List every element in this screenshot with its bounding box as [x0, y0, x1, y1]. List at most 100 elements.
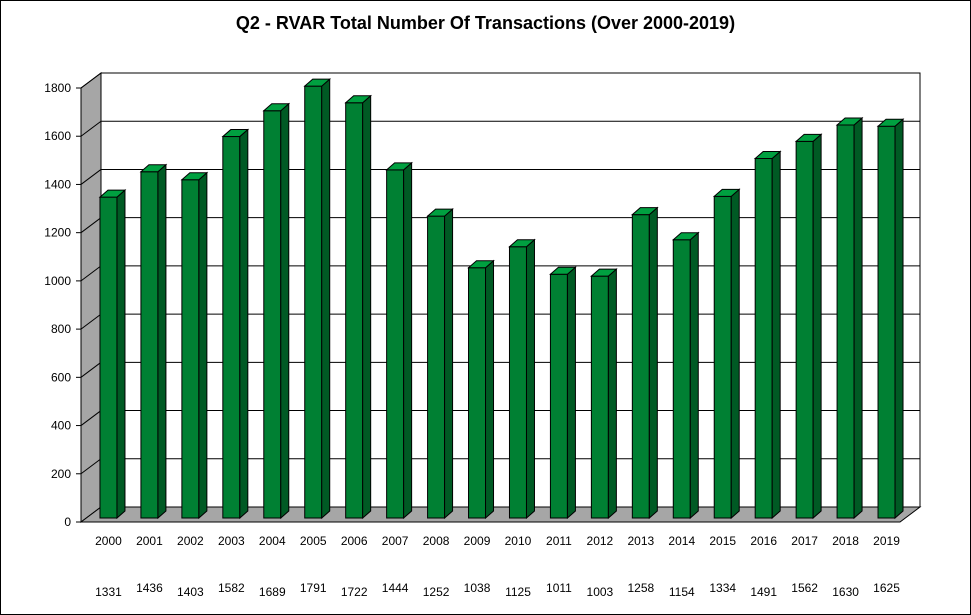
- bar: [98, 188, 127, 520]
- gridline-side: [80, 458, 102, 475]
- value-label: 1689: [259, 585, 286, 599]
- y-axis: 0 200 400 600 800 1000 1200 1400 1600 1800: [44, 81, 82, 529]
- bar-series: [98, 78, 905, 520]
- value-label: 1444: [382, 581, 409, 595]
- bar: [712, 188, 741, 520]
- bar-top: [508, 239, 536, 248]
- gridline-side: [80, 410, 102, 426]
- bar-top: [794, 133, 823, 142]
- bar-front: [836, 124, 855, 519]
- bar-top: [426, 208, 454, 217]
- value-label: 1038: [464, 581, 491, 595]
- bar-side: [321, 78, 331, 520]
- bar: [508, 238, 536, 520]
- bar-side: [566, 266, 576, 520]
- bar-top: [344, 95, 373, 104]
- x-tick-label: 2015: [709, 534, 736, 548]
- bar-top: [753, 151, 782, 160]
- bar-top: [467, 260, 495, 269]
- gridline-side: [80, 361, 102, 378]
- bar: [549, 266, 577, 520]
- bar-top: [876, 118, 905, 127]
- bar: [590, 268, 618, 520]
- bar: [303, 78, 332, 520]
- bar-top: [262, 103, 291, 112]
- bar-side: [157, 163, 167, 520]
- y-tick-label: 1400: [44, 177, 71, 191]
- value-label: 1625: [873, 581, 900, 595]
- x-tick-label: 2013: [627, 534, 654, 548]
- bar-front: [508, 246, 527, 519]
- bar-front: [263, 110, 282, 519]
- value-labels: 1331 1436 1403 1582 1689 1791 1722 1444 1252 1038…: [95, 581, 900, 599]
- y-tick-label: 1600: [44, 129, 71, 143]
- value-label: 1154: [669, 585, 695, 599]
- y-tick-label: 600: [51, 370, 71, 384]
- bar-front: [549, 273, 568, 519]
- bar-front: [386, 169, 405, 519]
- bar-top: [385, 162, 413, 171]
- value-label: 1331: [95, 585, 122, 599]
- bar-front: [713, 195, 732, 519]
- value-label: 1403: [177, 585, 204, 599]
- y-tick-label: 400: [51, 419, 71, 433]
- value-label: 1334: [709, 581, 736, 595]
- bar: [630, 206, 659, 520]
- bar-top: [712, 188, 741, 197]
- x-tick-label: 2016: [750, 534, 777, 548]
- bar: [139, 163, 168, 520]
- x-tick-label: 2017: [791, 534, 818, 548]
- bar-side: [198, 171, 208, 520]
- x-tick-label: 2011: [546, 534, 572, 548]
- bar-front: [304, 85, 323, 519]
- bar: [180, 171, 209, 520]
- chart-title: Q2 - RVAR Total Number Of Transactions (…: [235, 13, 736, 33]
- bar-front: [590, 275, 609, 519]
- bar-top: [671, 232, 700, 241]
- x-tick-label: 2005: [300, 534, 327, 548]
- value-label: 1491: [750, 585, 777, 599]
- x-tick-label: 2007: [382, 534, 409, 548]
- x-tick-label: 2010: [505, 534, 532, 548]
- bar-top: [221, 129, 250, 138]
- value-label: 1436: [136, 581, 163, 595]
- y-tick-label: 1800: [44, 81, 71, 95]
- bar: [876, 118, 905, 520]
- gridline-side: [80, 217, 102, 234]
- y-tick-label: 0: [64, 515, 71, 529]
- bar: [385, 161, 413, 520]
- bar-top: [180, 172, 209, 181]
- y-tick-label: 200: [51, 467, 71, 481]
- bar-side: [689, 231, 699, 520]
- x-axis: 2000 2001 2002 2003 2004 2005 2006 2007 2008 2009…: [95, 534, 900, 548]
- value-label: 1562: [791, 581, 818, 595]
- gridline-side: [80, 120, 102, 137]
- y-tick-label: 800: [51, 322, 71, 336]
- bar: [835, 116, 864, 520]
- x-tick-label: 2018: [832, 534, 859, 548]
- bar-top: [835, 117, 864, 126]
- x-tick-label: 2012: [587, 534, 614, 548]
- x-tick-label: 2019: [873, 534, 900, 548]
- bar-front: [631, 214, 650, 519]
- bar: [753, 150, 782, 520]
- value-label: 1252: [423, 585, 450, 599]
- bar: [221, 128, 250, 520]
- gridline-side: [80, 169, 102, 185]
- gridline-side: [80, 313, 102, 330]
- gridline-side: [80, 72, 102, 89]
- value-label: 1722: [341, 585, 368, 599]
- bar-side: [280, 102, 290, 520]
- bar-front: [222, 136, 241, 519]
- value-label: 1258: [627, 581, 654, 595]
- bar-top: [590, 268, 618, 277]
- x-tick-label: 2002: [177, 534, 204, 548]
- bar: [344, 94, 373, 520]
- bar-side: [239, 128, 249, 520]
- x-tick-label: 2008: [423, 534, 450, 548]
- value-label: 1630: [832, 585, 859, 599]
- value-label: 1011: [546, 581, 572, 595]
- bar-front: [427, 215, 446, 519]
- bar-side: [771, 150, 781, 520]
